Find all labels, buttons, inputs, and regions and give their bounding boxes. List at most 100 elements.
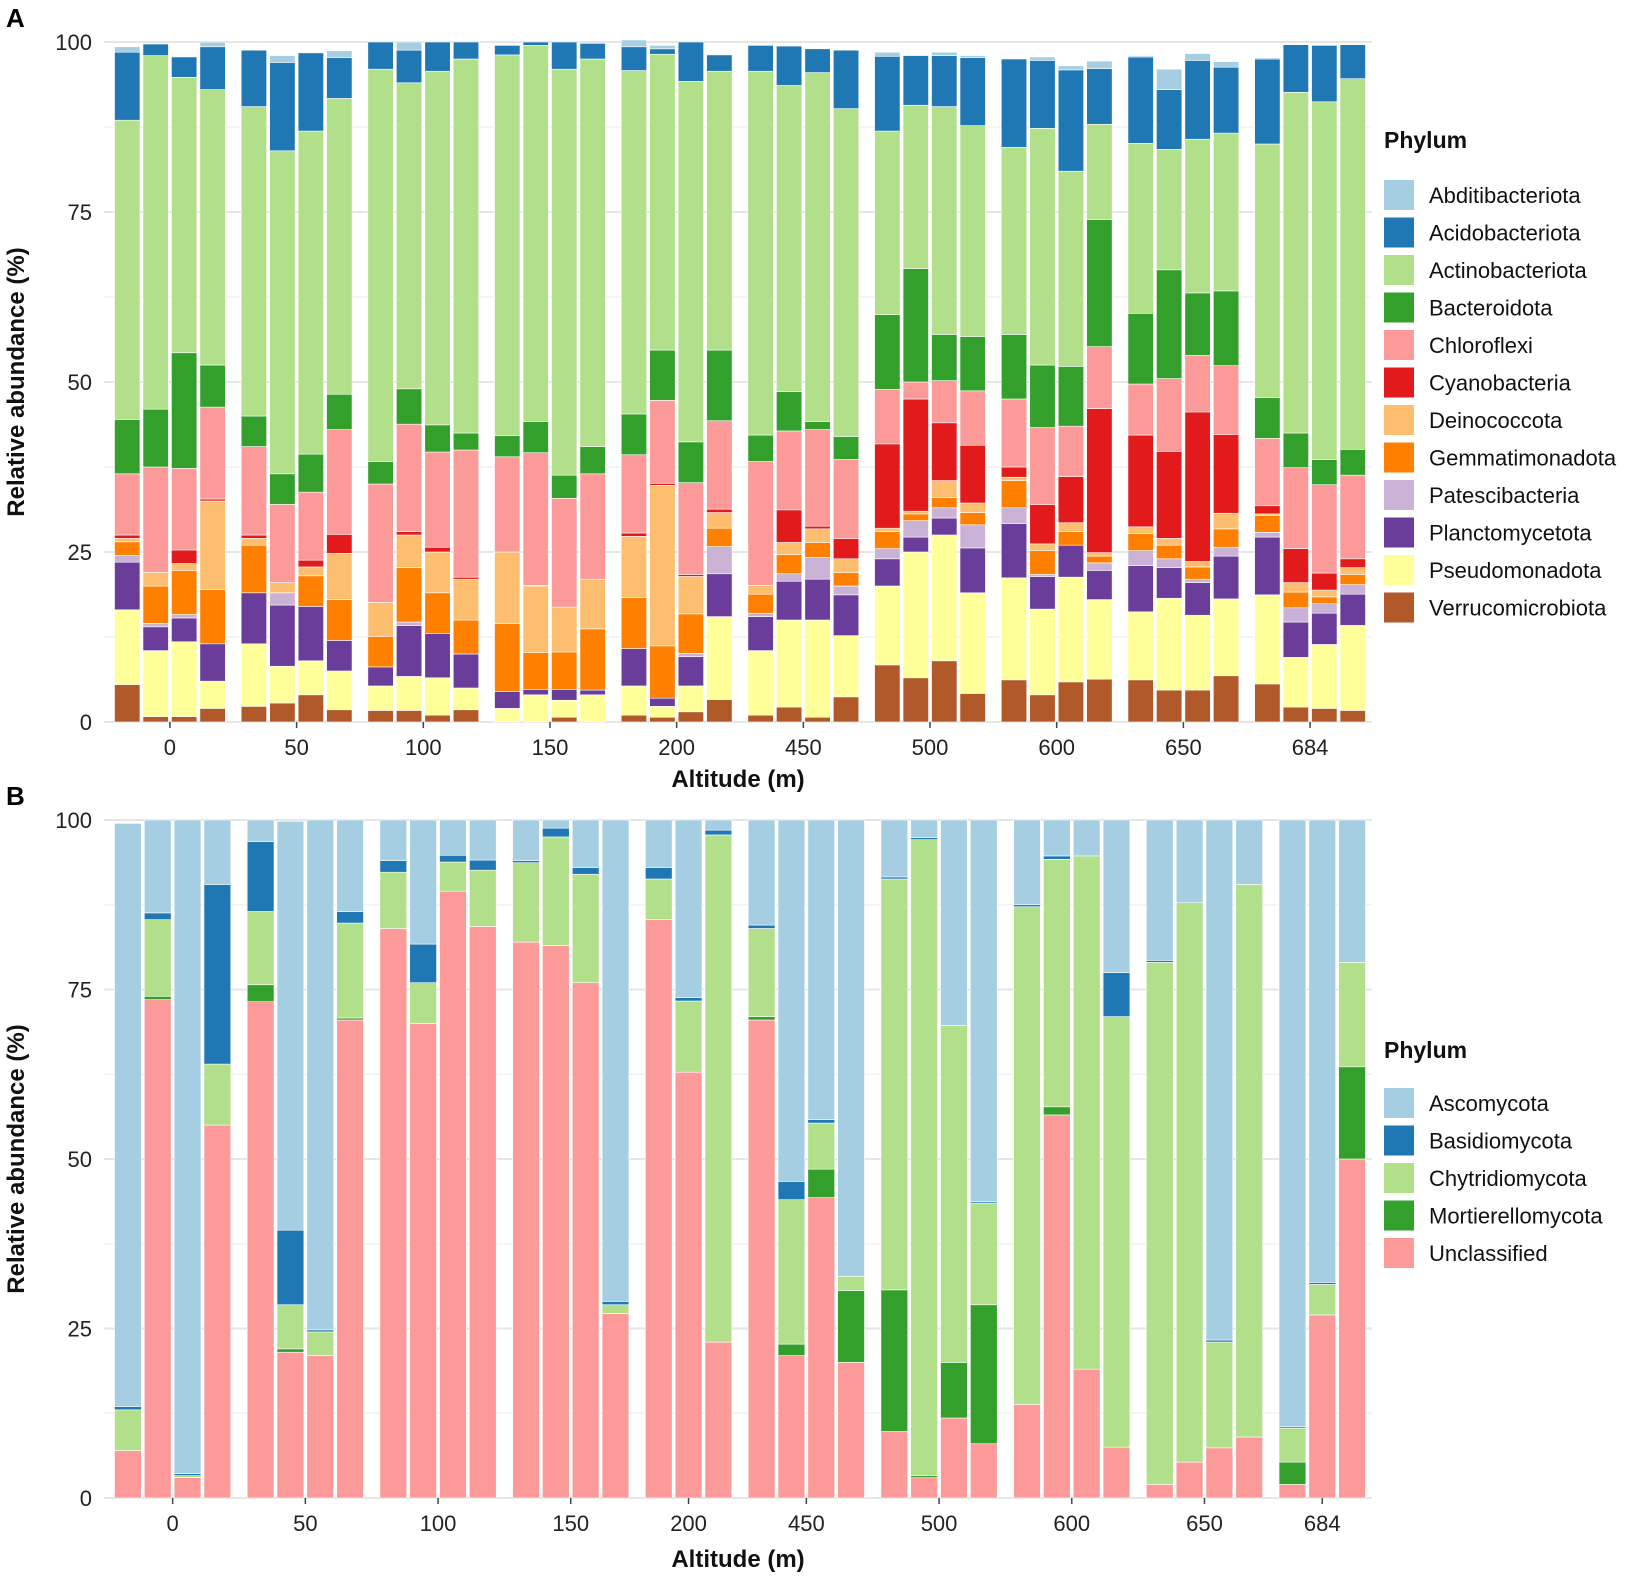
bar-segment-mortierellomycota [747, 1016, 776, 1021]
bar-segment-chytridiomycota [1308, 1284, 1336, 1316]
bar-segment-pseudomonadota [171, 641, 198, 717]
bar-segment-chloroflexi [959, 390, 986, 446]
bar-segment-deinococcota [199, 500, 226, 590]
bar-segment-unclassified [807, 1197, 835, 1499]
bar-segment-actinobacteriota [1213, 132, 1240, 292]
bar-segment-acidobacteriota [424, 41, 451, 72]
bar-segment-acidobacteriota [1339, 44, 1366, 80]
bar-segment-actinobacteriota [706, 70, 733, 351]
bar-segment-deinococcota [804, 528, 831, 543]
bar-stack [1278, 819, 1307, 1499]
bar-segment-bacteroidota [1127, 313, 1154, 385]
bar-segment-ascomycota [1102, 819, 1131, 973]
bar-segment-pseudomonadota [452, 687, 480, 711]
bar-segment-actinobacteriota [396, 82, 423, 390]
bar-stack [571, 819, 600, 1499]
bar-stack [396, 41, 423, 723]
bar-segment-planctomycetota [579, 689, 606, 696]
bar-segment-unclassified [777, 1355, 806, 1499]
bar-segment-patescibacteria [706, 546, 733, 575]
bar-segment-planctomycetota [269, 604, 296, 667]
bar-segment-ascomycota [1175, 819, 1204, 904]
legend-swatch [1384, 292, 1414, 323]
bar-segment-chytridiomycota [542, 836, 570, 946]
bar-stack [452, 41, 480, 723]
bar-stack [1235, 819, 1263, 1499]
bar-segment-pseudomonadota [199, 680, 226, 709]
bar-segment-acidobacteriota [874, 55, 901, 132]
bar-segment-gemmatimonadota [326, 599, 353, 641]
bar-segment-planctomycetota [902, 536, 929, 553]
bar-segment-actinobacteriota [1000, 147, 1028, 335]
bar-segment-deinococcota [902, 510, 929, 515]
legend-swatch [1384, 480, 1414, 510]
legend-label: Gemmatimonadota [1429, 446, 1617, 471]
bar-segment-unclassified [469, 926, 497, 1499]
bar-segment-gemmatimonadota [452, 619, 480, 655]
bar-segment-mortierellomycota [1278, 1461, 1307, 1485]
bar-segment-basidiomycota [542, 827, 570, 838]
bar-segment-planctomycetota [1254, 536, 1281, 596]
bar-segment-unclassified [1308, 1314, 1336, 1499]
bar-segment-deinococcota [1127, 526, 1154, 534]
bar-segment-acidobacteriota [240, 49, 267, 107]
bar-segment-gemmatimonadota [804, 542, 831, 558]
bar-segment-abditibacteriota [1184, 53, 1211, 61]
bar-segment-ascomycota [970, 819, 998, 1203]
bar-segment-cyanobacteria [833, 538, 860, 560]
bar-segment-unclassified [1205, 1447, 1234, 1499]
legend-swatch [1384, 555, 1414, 585]
bar-segment-planctomycetota [706, 573, 733, 617]
bar-segment-planctomycetota [142, 626, 169, 651]
bar-segment-bacteroidota [494, 435, 521, 458]
legend-swatch [1384, 592, 1414, 623]
bar-segment-chloroflexi [1254, 438, 1281, 507]
bar-segment-verrucomicrobiota [114, 684, 141, 723]
bar-segment-patescibacteria [1311, 603, 1338, 614]
bar-segment-basidiomycota [910, 837, 938, 840]
bar-segment-ascomycota [880, 819, 909, 878]
bar-segment-bacteroidota [931, 334, 958, 381]
bar-segment-unclassified [837, 1362, 865, 1499]
legend-label: Patescibacteria [1429, 483, 1580, 508]
bar-segment-basidiomycota [704, 829, 733, 836]
bar-segment-basidiomycota [880, 876, 909, 880]
bar-segment-actinobacteriota [1086, 123, 1113, 220]
bar-segment-patescibacteria [931, 507, 958, 519]
y-tick-label: 100 [55, 808, 92, 833]
legend-item: Basidiomycota [1384, 1125, 1573, 1156]
bar-segment-cyanobacteria [171, 549, 198, 564]
legend-item: Cyanobacteria [1384, 367, 1572, 398]
bar-segment-acidobacteriota [1029, 60, 1056, 129]
bar-segment-actinobacteriota [1029, 128, 1056, 366]
bar-segment-unclassified [246, 1001, 275, 1499]
bar-segment-ascomycota [1146, 819, 1174, 961]
legend-item: Pseudomonadota [1384, 555, 1602, 585]
bar-segment-actinobacteriota [522, 45, 549, 422]
bar-segment-deinococcota [1184, 561, 1211, 568]
bar-segment-chytridiomycota [1235, 884, 1263, 1438]
bar-segment-planctomycetota [424, 633, 451, 679]
bar-segment-basidiomycota [674, 997, 703, 1002]
bar-segment-basidiomycota [571, 867, 600, 875]
bar-segment-gemmatimonadota [1339, 574, 1366, 585]
bar-segment-basidiomycota [601, 1301, 630, 1306]
x-tick-label: 0 [167, 1511, 179, 1536]
y-tick-label: 100 [55, 30, 92, 55]
bar-segment-bacteroidota [199, 364, 226, 408]
bar-segment-verrucomicrobiota [1282, 706, 1309, 723]
bar-segment-pseudomonadota [1282, 657, 1309, 708]
bar-stack [173, 819, 202, 1499]
bar-segment-ascomycota [940, 819, 968, 1026]
bar-segment-planctomycetota [620, 648, 647, 687]
bar-segment-acidobacteriota [1000, 58, 1028, 148]
bar-segment-patescibacteria [1127, 550, 1154, 566]
legend-label: Unclassified [1429, 1241, 1548, 1266]
bar-segment-bacteroidota [1184, 292, 1211, 356]
bar-segment-deinococcota [114, 538, 141, 543]
bar-segment-basidiomycota [173, 1473, 202, 1476]
bar-segment-cyanobacteria [396, 531, 423, 536]
bar-segment-chytridiomycota [409, 982, 437, 1024]
bar-segment-planctomycetota [1156, 567, 1183, 599]
y-tick-label: 0 [80, 1486, 92, 1511]
